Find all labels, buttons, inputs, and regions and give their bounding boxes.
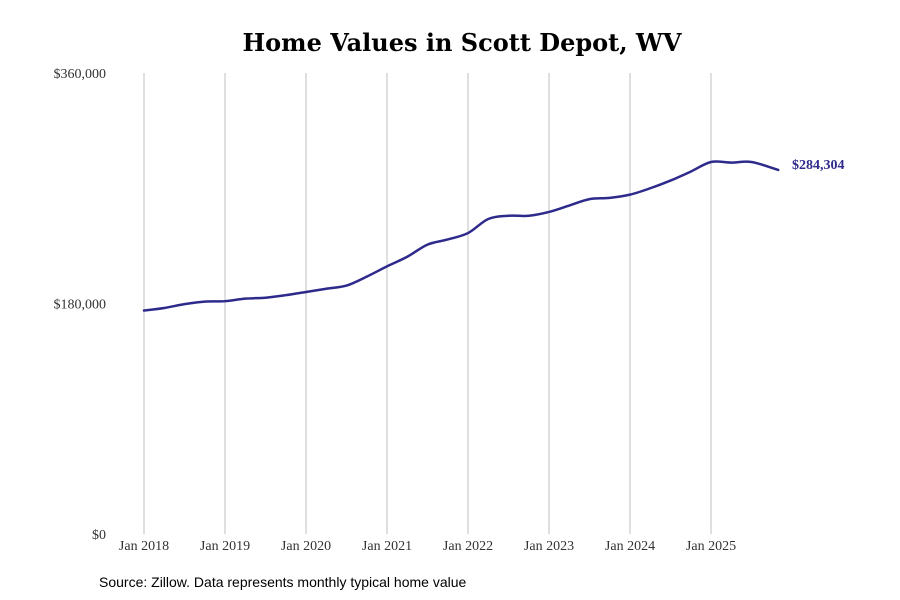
y-tick-label: $180,000: [54, 298, 107, 313]
chart-title: Home Values in Scott Depot, WV: [242, 28, 681, 57]
x-tick-label: Jan 2022: [443, 539, 493, 554]
x-tick-label: Jan 2024: [605, 539, 655, 554]
y-tick-label: $0: [92, 528, 106, 543]
series-lines: [142, 160, 780, 312]
source-note: Source: Zillow. Data represents monthly …: [99, 574, 467, 590]
series-line-home-value: [142, 160, 780, 312]
end-value-label: $284,304: [792, 158, 845, 173]
gridlines: [143, 73, 712, 534]
x-tick-label: Jan 2019: [200, 539, 250, 554]
y-axis-ticks: $0 $180,000 $360,000: [54, 67, 107, 543]
x-tick-label: Jan 2018: [119, 539, 169, 554]
x-axis-ticks: Jan 2018 Jan 2019 Jan 2020 Jan 2021 Jan 2022…: [119, 539, 736, 554]
x-tick-label: Jan 2021: [362, 539, 412, 554]
x-tick-label: Jan 2023: [524, 539, 574, 554]
y-tick-label: $360,000: [54, 67, 107, 82]
x-tick-label: Jan 2020: [281, 539, 331, 554]
x-tick-label: Jan 2025: [686, 539, 736, 554]
